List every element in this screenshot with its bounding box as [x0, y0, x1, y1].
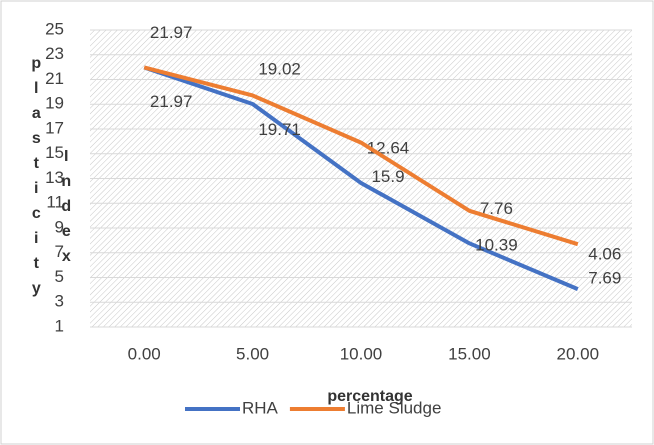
data-label: 21.97: [150, 23, 193, 42]
y-tick-label: 17: [45, 118, 64, 137]
y-tick-label: 11: [46, 193, 64, 212]
y-tick-label: 5: [55, 267, 64, 286]
data-label: 7.76: [480, 199, 513, 218]
x-tick-label: 20.00: [557, 344, 600, 363]
data-label: 4.06: [588, 245, 621, 264]
y-tick-label: 23: [45, 44, 64, 63]
data-label: 21.97: [150, 92, 193, 111]
line: [143, 65, 579, 291]
data-label: 7.69: [588, 269, 621, 288]
y-tick-label: 7: [55, 242, 64, 261]
legend-label: Lime Sludge: [347, 398, 442, 417]
data-label: 19.02: [258, 59, 301, 78]
y-tick-label: 1: [55, 316, 64, 335]
y-tick-label: 9: [55, 217, 64, 236]
x-tick-label: 15.00: [448, 344, 491, 363]
y-tick-label: 21: [45, 69, 64, 88]
y-tick-label: 15: [45, 143, 64, 162]
x-tick-label: 10.00: [340, 344, 383, 363]
y-tick-label: 13: [45, 168, 64, 187]
y-tick-label: 3: [55, 292, 64, 311]
data-label: 19.71: [258, 120, 301, 139]
y-tick-label: 25: [45, 19, 64, 38]
y-axis-title: Index: [58, 148, 75, 273]
x-tick-label: 0.00: [128, 344, 161, 363]
data-label: 10.39: [475, 235, 518, 254]
legend-label: RHA: [242, 398, 279, 417]
line: [143, 65, 579, 247]
data-label: 15.9: [371, 167, 404, 186]
x-tick-label: 5.00: [236, 344, 269, 363]
y-axis-title: plasticity: [28, 55, 45, 305]
y-tick-label: 19: [45, 94, 64, 113]
x-axis-title: percentage: [327, 388, 412, 405]
